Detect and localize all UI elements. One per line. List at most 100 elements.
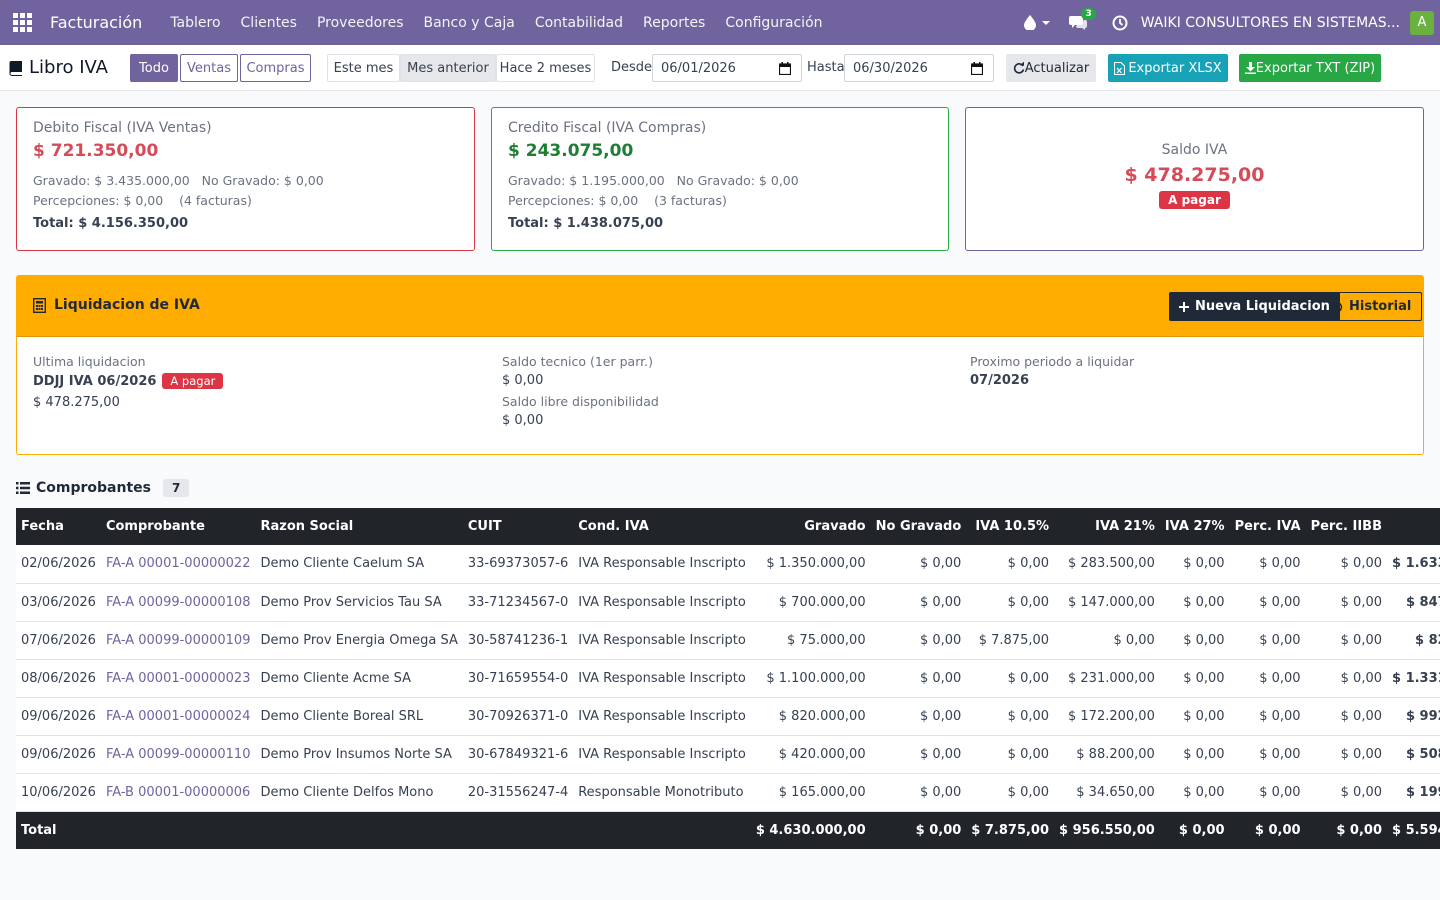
- saldo-tecnico-label: Saldo tecnico (1er parr.): [502, 354, 653, 369]
- top-navbar: Facturación Tablero Clientes Proveedores…: [0, 0, 1440, 45]
- cell-no-gravado: $ 0,00: [870, 773, 967, 812]
- cell-cuit: 30-67849321-6: [462, 735, 574, 774]
- menu-item-configuracion[interactable]: Configuración: [725, 14, 823, 31]
- table-row[interactable]: 09/06/2026 FA-A 00001-00000024 Demo Client…: [16, 697, 1440, 736]
- export-txt-button[interactable]: Exportar TXT (ZIP): [1239, 54, 1381, 82]
- cell-iva-21: $ 147.000,00: [1054, 583, 1160, 622]
- period-mes-anterior-button[interactable]: Mes anterior: [400, 54, 496, 82]
- cell-comprobante[interactable]: FA-A 00001-00000022: [100, 545, 256, 584]
- credito-card-amount: $ 243.075,00: [508, 141, 634, 161]
- saldos-section: Saldo tecnico (1er parr.) $ 0,00 Saldo l…: [502, 354, 659, 434]
- total-cell-cond-iva: [573, 811, 751, 849]
- refresh-button[interactable]: Actualizar: [1006, 54, 1096, 82]
- messages-button[interactable]: 3: [1068, 7, 1096, 31]
- export-xlsx-button[interactable]: Exportar XLSX: [1108, 54, 1228, 82]
- hasta-date-input[interactable]: 06/30/2026: [844, 54, 994, 82]
- menu-item-banco-caja[interactable]: Banco y Caja: [423, 14, 515, 31]
- credito-fiscal-card: Credito Fiscal (IVA Compras) $ 243.075,0…: [491, 107, 949, 251]
- history-icon: [1331, 301, 1343, 312]
- main-menu: Tablero Clientes Proveedores Banco y Caj…: [160, 15, 832, 31]
- period-este-mes-button[interactable]: Este mes: [327, 54, 400, 82]
- cell-comprobante[interactable]: FA-A 00099-00000108: [100, 583, 256, 622]
- column-header-perc-iva[interactable]: Perc. IVA: [1229, 508, 1306, 545]
- column-header-iva-21[interactable]: IVA 21%: [1054, 508, 1160, 545]
- company-switcher[interactable]: WAIKI CONSULTORES EN SISTEMAS...: [1140, 14, 1400, 31]
- table-row[interactable]: 09/06/2026 FA-A 00099-00000110 Demo Prov I…: [16, 735, 1440, 774]
- cell-perc-iva: $ 0,00: [1229, 583, 1306, 622]
- cell-cond-iva: IVA Responsable Inscripto: [573, 735, 751, 774]
- calendar-icon[interactable]: [971, 62, 983, 75]
- proximo-periodo-section: Proximo periodo a liquidar 07/2026: [970, 354, 1134, 394]
- total-cell-perc-iva: $ 0,00: [1229, 811, 1306, 849]
- column-header-perc-iibb[interactable]: Perc. IIBB: [1305, 508, 1387, 545]
- proximo-periodo-value: 07/2026: [970, 373, 1030, 388]
- filter-ventas-button[interactable]: Ventas: [180, 54, 238, 82]
- column-header-no-gravado[interactable]: No Gravado: [870, 508, 967, 545]
- user-avatar[interactable]: A: [1410, 10, 1434, 35]
- calendar-icon[interactable]: [779, 62, 791, 75]
- table-row[interactable]: 07/06/2026 FA-A 00099-00000109 Demo Prov E…: [16, 621, 1440, 660]
- column-header-fecha[interactable]: Fecha: [16, 508, 101, 545]
- menu-item-clientes[interactable]: Clientes: [240, 14, 297, 31]
- ultima-liquidacion-value[interactable]: DDJJ IVA 06/2026: [33, 373, 157, 389]
- cell-comprobante[interactable]: FA-B 00001-00000006: [100, 773, 256, 812]
- table-row[interactable]: 02/06/2026 FA-A 00001-00000022 Demo Client…: [16, 545, 1440, 584]
- app-brand[interactable]: Facturación: [50, 13, 143, 32]
- nueva-liquidacion-button[interactable]: Nueva Liquidacion: [1169, 292, 1340, 321]
- saldo-iva-card: Saldo IVA $ 478.275,00 A pagar: [965, 107, 1424, 251]
- historial-button[interactable]: Historial: [1320, 292, 1423, 321]
- caret-down-icon: [1041, 20, 1050, 25]
- cell-comprobante[interactable]: FA-A 00001-00000024: [100, 697, 256, 736]
- debito-fiscal-card: Debito Fiscal (IVA Ventas) $ 721.350,00 …: [16, 107, 475, 251]
- saldo-libre-value: $ 0,00: [502, 413, 544, 428]
- control-panel: Libro IVA Todo Ventas Compras Este mes M…: [0, 45, 1440, 91]
- saldo-card-amount: $ 478.275,00: [1124, 164, 1265, 186]
- table-row[interactable]: 10/06/2026 FA-B 00001-00000006 Demo Client…: [16, 773, 1440, 812]
- period-hace-2-meses-button[interactable]: Hace 2 meses: [496, 54, 595, 82]
- column-header-iva-27[interactable]: IVA 27%: [1159, 508, 1230, 545]
- liquidacion-header: Liquidacion de IVA Nueva Liquidacion His…: [17, 276, 1423, 337]
- apps-menu-button[interactable]: [0, 0, 44, 45]
- total-cell-iva-21: $ 956.550,00: [1054, 811, 1160, 849]
- cell-gravado: $ 420.000,00: [750, 735, 871, 774]
- cell-iva-27: $ 0,00: [1159, 773, 1230, 812]
- saldo-card-title: Saldo IVA: [1161, 142, 1228, 158]
- total-cell-gravado: $ 4.630.000,00: [750, 811, 871, 849]
- menu-item-contabilidad[interactable]: Contabilidad: [534, 14, 624, 31]
- calculator-icon: [33, 297, 46, 313]
- filter-todo-button[interactable]: Todo: [130, 54, 178, 82]
- table-row[interactable]: 03/06/2026 FA-A 00099-00000108 Demo Prov S…: [16, 583, 1440, 622]
- cell-razon-social: Demo Prov Servicios Tau SA: [255, 583, 463, 622]
- column-header-razon-social[interactable]: Razon Social: [255, 508, 463, 545]
- column-header-cuit[interactable]: CUIT: [462, 508, 574, 545]
- navbar-right: 3 WAIKI CONSULTORES EN SISTEMAS... A: [1015, 0, 1440, 45]
- menu-item-reportes[interactable]: Reportes: [643, 14, 706, 31]
- menu-item-tablero[interactable]: Tablero: [170, 14, 221, 31]
- column-header-iva-10-5[interactable]: IVA 10.5%: [966, 508, 1055, 545]
- cell-gravado: $ 820.000,00: [750, 697, 871, 736]
- cell-iva-27: $ 0,00: [1159, 545, 1230, 584]
- cell-total: $ 199.650,00: [1387, 773, 1440, 812]
- cell-total: $ 1.331.000,00: [1387, 659, 1440, 698]
- filter-compras-button[interactable]: Compras: [240, 54, 311, 82]
- theme-dropdown[interactable]: [1023, 15, 1051, 30]
- cell-comprobante[interactable]: FA-A 00099-00000109: [100, 621, 256, 660]
- desde-date-input[interactable]: 06/01/2026: [652, 54, 802, 82]
- cell-total: $ 847.000,00: [1387, 583, 1440, 622]
- table-total-row: Total $ 4.630.000,00 $ 0,00 $ 7.875,00 $ 956…: [16, 811, 1440, 849]
- activity-button[interactable]: [1112, 15, 1128, 31]
- table-row[interactable]: 08/06/2026 FA-A 00001-00000023 Demo Client…: [16, 659, 1440, 698]
- column-header-comprobante[interactable]: Comprobante: [100, 508, 256, 545]
- cell-comprobante[interactable]: FA-A 00099-00000110: [100, 735, 256, 774]
- cell-perc-iva: $ 0,00: [1229, 545, 1306, 584]
- clock-icon: [1112, 15, 1128, 30]
- column-header-gravado[interactable]: Gravado: [750, 508, 871, 545]
- column-header-cond-iva[interactable]: Cond. IVA: [573, 508, 751, 545]
- menu-item-proveedores[interactable]: Proveedores: [316, 14, 404, 31]
- column-header-total[interactable]: Total: [1387, 508, 1440, 545]
- desde-label: Desde: [611, 60, 653, 75]
- debito-card-title: Debito Fiscal (IVA Ventas): [33, 120, 212, 136]
- file-excel-icon: [1114, 61, 1126, 75]
- cell-comprobante[interactable]: FA-A 00001-00000023: [100, 659, 256, 698]
- ultima-liquidacion-amount: $ 478.275,00: [33, 395, 120, 410]
